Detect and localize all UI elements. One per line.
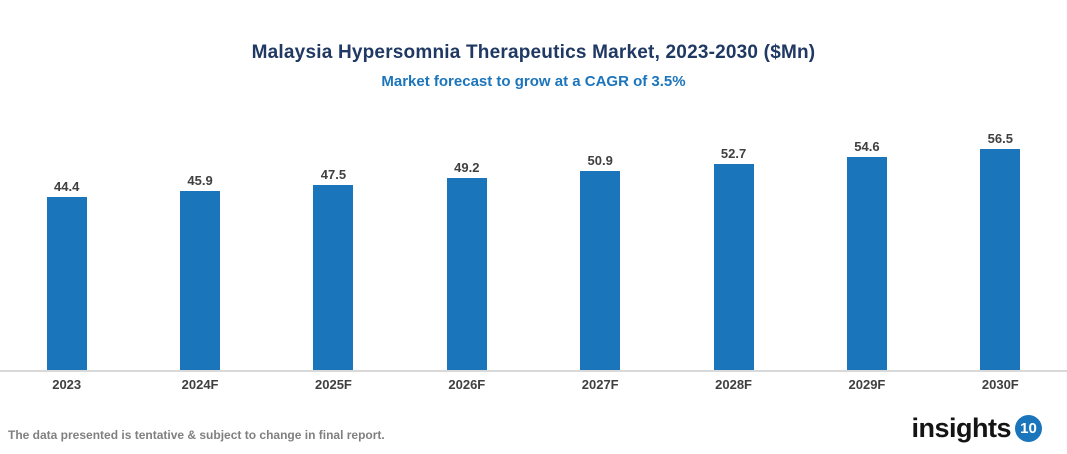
bar <box>980 149 1021 370</box>
bar-value-label: 50.9 <box>587 153 613 168</box>
bar-column: 50.9 <box>534 153 667 370</box>
bar <box>580 171 621 370</box>
bar-value-label: 47.5 <box>320 167 347 182</box>
x-axis-label: 2023 <box>52 377 82 392</box>
disclaimer-text: The data presented is tentative & subjec… <box>8 428 385 442</box>
x-axis-label: 2026F <box>448 377 486 392</box>
bar-value-label: 44.4 <box>54 179 80 194</box>
bar <box>446 178 487 370</box>
x-axis-label: 2027F <box>581 377 619 392</box>
logo-badge-10: 10 <box>1015 415 1042 442</box>
x-axis-line <box>0 370 1067 372</box>
bar <box>313 185 354 370</box>
chart-title: Malaysia Hypersomnia Therapeutics Market… <box>251 42 816 63</box>
bar-value-label: 49.2 <box>454 160 480 175</box>
bar <box>846 157 887 370</box>
x-axis-label: 2028F <box>715 377 752 392</box>
insights10-logo: insights 10 <box>911 415 1042 442</box>
bars-row: 44.4 45.9 47.5 49.2 50.9 52.7 54.6 56.5 <box>0 124 1067 370</box>
bar-column: 56.5 <box>934 131 1067 370</box>
x-axis-label: 2025F <box>315 377 352 392</box>
bar <box>713 164 754 370</box>
bar-column: 54.6 <box>800 139 933 370</box>
bar-value-label: 45.9 <box>187 173 213 188</box>
x-axis-label: 2029F <box>848 377 886 392</box>
bar-value-label: 54.6 <box>854 139 880 154</box>
bar-column: 45.9 <box>133 173 266 370</box>
bar-value-label: 52.7 <box>720 146 747 161</box>
bar-column: 52.7 <box>667 146 800 370</box>
chart-subtitle: Market forecast to grow at a CAGR of 3.5… <box>381 73 686 90</box>
bar-column: 47.5 <box>267 167 400 370</box>
bar-column: 49.2 <box>400 160 533 370</box>
bar-value-label: 56.5 <box>987 131 1013 146</box>
bar <box>180 191 221 370</box>
x-axis-label: 2024F <box>181 377 219 392</box>
bar-column: 44.4 <box>0 179 133 370</box>
logo-wordmark: insights <box>911 413 1011 443</box>
bar <box>46 197 87 370</box>
x-axis-labels-row: 2023 2024F 2025F 2026F 2027F 2028F 2029F 2030F <box>0 377 1067 392</box>
x-axis-label: 2030F <box>981 377 1019 392</box>
